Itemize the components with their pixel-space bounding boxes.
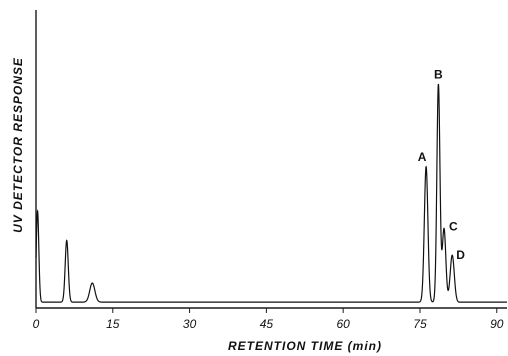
x-tick-label: 15	[106, 317, 120, 331]
peak-label-b: B	[434, 68, 443, 82]
peak-labels: A B CD	[418, 68, 465, 263]
x-tick-label: 30	[183, 317, 197, 331]
x-tick-label: 75	[413, 317, 427, 331]
chromatogram-trace	[35, 83, 507, 303]
peak-label-d: D	[456, 248, 465, 262]
peak-label-c: C	[449, 220, 458, 234]
x-axis-title: RETENTION TIME (min)	[228, 339, 382, 353]
axes	[35, 10, 507, 309]
x-tick-label: 0	[33, 317, 40, 331]
x-tick-label: 60	[336, 317, 350, 331]
x-axis-ticks: 0 15 30 45 60 75 90	[33, 308, 504, 331]
x-tick-label: 90	[490, 317, 504, 331]
peak-label-a: A	[418, 150, 427, 164]
y-axis-title: UV DETECTOR RESPONSE	[11, 57, 25, 233]
x-tick-label: 45	[260, 317, 274, 331]
